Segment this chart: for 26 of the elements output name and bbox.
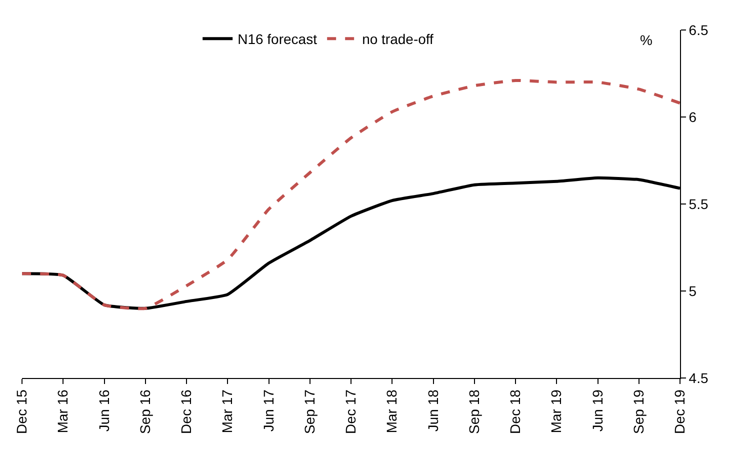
x-tick-label: Sep 18 bbox=[466, 389, 482, 434]
x-tick-label: Sep 17 bbox=[301, 389, 318, 434]
x-tick-label: Jun 19 bbox=[589, 389, 606, 432]
x-tick-label: Jun 18 bbox=[424, 389, 441, 432]
x-tick-label: Mar 18 bbox=[384, 389, 400, 434]
x-tick-label: Sep 16 bbox=[136, 389, 153, 434]
x-tick-label: Dec 15 bbox=[14, 389, 30, 434]
legend-label: N16 forecast bbox=[238, 31, 318, 48]
x-tick-label: Jun 16 bbox=[96, 389, 112, 432]
legend-label: no trade-off bbox=[362, 31, 434, 48]
line-series bbox=[22, 78, 680, 310]
y-tick-label: 6 bbox=[688, 108, 697, 125]
x-tick-label: Dec 16 bbox=[178, 389, 194, 434]
y-tick-label: 4.5 bbox=[688, 370, 708, 386]
y-tick-label: 5 bbox=[688, 282, 697, 299]
x-tick-label: Mar 16 bbox=[54, 389, 71, 434]
y-tick-label: 6.5 bbox=[688, 22, 708, 38]
x-tick-label: Mar 17 bbox=[219, 389, 236, 434]
y-tick-label: 5.5 bbox=[688, 196, 708, 212]
x-tick-label: Jun 17 bbox=[260, 389, 276, 432]
y-axis-title: % bbox=[640, 32, 652, 48]
x-tick-label: Sep 19 bbox=[630, 389, 646, 434]
x-tick-label: Dec 17 bbox=[342, 389, 359, 434]
x-tick-label: Mar 19 bbox=[548, 389, 564, 434]
x-tick-label: Dec 18 bbox=[507, 389, 524, 434]
x-tick-label: Dec 19 bbox=[672, 389, 688, 434]
